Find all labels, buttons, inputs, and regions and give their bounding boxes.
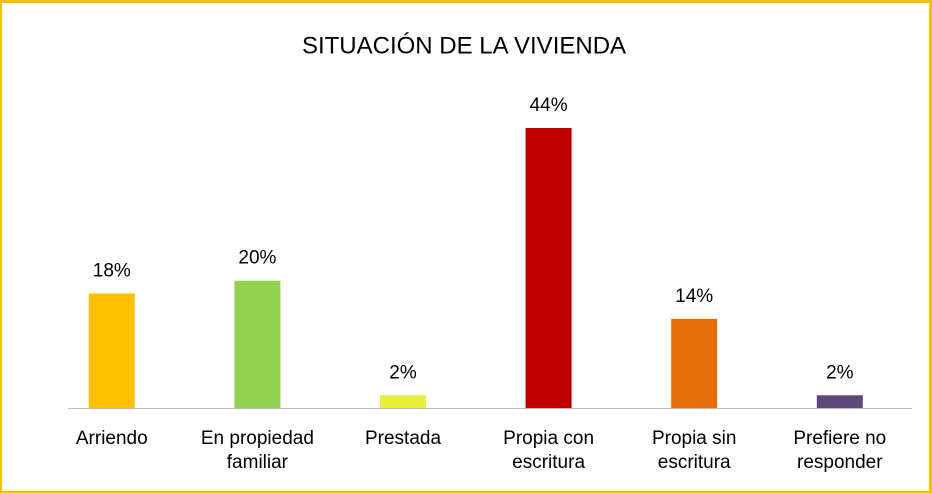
chart: SITUACIÓN DE LA VIVIENDA 18% 20% 2% 44% 14% 2…	[68, 32, 912, 409]
bar	[234, 280, 281, 408]
x-tick-label: Propia sin escritura	[651, 428, 737, 473]
chart-title: SITUACIÓN DE LA VIVIENDA	[302, 32, 626, 59]
value-label: 2%	[826, 362, 854, 383]
value-label: 14%	[675, 286, 713, 307]
x-tick-label: Prestada	[364, 428, 442, 449]
x-tick-label: Prefiere no responder	[793, 428, 887, 473]
bar	[816, 395, 863, 408]
bar	[88, 293, 135, 408]
x-tick-label: En propiedad familiar	[200, 428, 314, 473]
value-label: 44%	[530, 95, 568, 116]
value-label: 18%	[93, 260, 131, 281]
value-label: 2%	[389, 362, 417, 383]
x-tick-label: Arriendo	[75, 428, 148, 449]
x-tick-label: Propia con escritura	[503, 428, 595, 473]
value-label: 20%	[238, 248, 276, 269]
bar	[671, 318, 718, 408]
bar	[380, 395, 426, 408]
bar	[525, 128, 572, 408]
